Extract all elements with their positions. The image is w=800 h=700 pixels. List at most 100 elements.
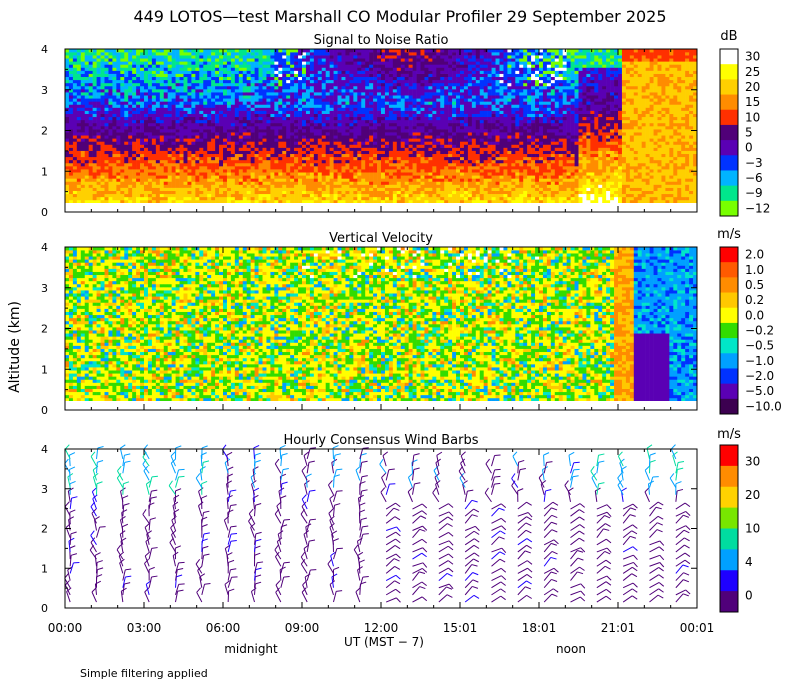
x-tick-label: 03:00 <box>127 621 162 635</box>
wind-barb <box>301 498 308 510</box>
wind-barb <box>385 538 396 546</box>
wind-barb <box>464 564 473 574</box>
wind-barb <box>438 511 450 517</box>
wind-barb <box>280 469 284 481</box>
wind-barb <box>306 569 311 581</box>
wind-barb <box>227 577 233 588</box>
wind-barb <box>438 586 447 596</box>
wind-barb <box>142 463 150 474</box>
wind-barb <box>543 514 553 524</box>
wind-barb <box>248 521 255 531</box>
wind-barb <box>329 584 334 596</box>
colorbar-swatch <box>720 528 738 550</box>
filtering-note: Simple filtering applied <box>80 667 208 680</box>
wind-barb <box>276 505 282 517</box>
wind-barb <box>568 455 571 467</box>
wind-barb <box>412 571 420 581</box>
wind-barb <box>91 491 97 503</box>
wind-barb <box>412 538 423 546</box>
wind-barb <box>412 503 423 510</box>
wind-barb <box>512 456 519 467</box>
colorbar-swatch <box>720 353 738 369</box>
wind-barb <box>144 563 150 574</box>
wind-barb <box>121 512 124 524</box>
wind-barb <box>385 588 396 596</box>
wind-barb <box>649 546 660 553</box>
wind-barb <box>491 469 496 481</box>
wind-barb <box>596 511 608 517</box>
wind-barb <box>622 561 634 567</box>
colorbar-swatch <box>720 247 738 263</box>
midnight-label: midnight <box>224 642 278 656</box>
wind-barb <box>407 491 413 503</box>
wind-barb <box>254 505 256 517</box>
wind-barb <box>596 595 607 603</box>
wind-barb <box>517 567 528 574</box>
wind-barb <box>196 592 203 603</box>
wind-barb <box>333 491 338 503</box>
wind-barb <box>675 502 686 510</box>
wind-barb <box>622 595 633 603</box>
wind-barb <box>491 476 495 488</box>
wind-barb <box>543 551 553 560</box>
wind-barb <box>199 469 203 481</box>
colorbar-swatch <box>720 94 738 111</box>
wind-barb <box>491 483 495 495</box>
colorbar-label: 0.0 <box>745 308 764 322</box>
colorbar-label: −6 <box>745 171 763 185</box>
wind-barb <box>199 576 203 588</box>
wind-barb <box>254 569 257 581</box>
vertical-velocity-panel: 0 1 2 3 4 Vertical Velocity 2.01.00.50.20.0 −0.… <box>41 227 782 417</box>
wind-barb <box>491 567 502 574</box>
wind-barb <box>69 562 74 574</box>
wind-barb <box>543 529 553 538</box>
colorbar-swatch <box>720 445 738 467</box>
wind-barb <box>567 490 571 502</box>
wind-barb <box>649 540 660 546</box>
colorbar-swatch <box>720 200 738 217</box>
wind-barb <box>148 498 152 510</box>
wind-barb <box>570 583 581 589</box>
colorbar-unit: m/s <box>717 427 741 442</box>
wind-barb <box>543 593 553 603</box>
y-tick-label: 0 <box>41 404 48 417</box>
wind-barb <box>92 469 97 481</box>
wind-barb <box>675 490 678 502</box>
wind-barb <box>223 519 229 531</box>
wind-barb <box>491 575 502 582</box>
wind-barb <box>649 515 659 524</box>
wind-barb <box>543 543 552 553</box>
wind-barb <box>89 549 97 560</box>
colorbar-unit: dB <box>720 29 737 44</box>
wind-barb <box>357 555 361 567</box>
colorbar-swatch <box>720 170 738 187</box>
wind-barb <box>385 553 397 560</box>
wind-barb <box>570 550 578 560</box>
wind-barb <box>464 552 475 560</box>
wind-barb <box>570 537 580 546</box>
y-tick-label: 2 <box>41 125 48 138</box>
colorbar-label: 0 <box>745 141 753 155</box>
wind-barb <box>675 525 686 531</box>
wind-barb <box>331 533 334 545</box>
wind-barb <box>385 545 396 553</box>
wind-barb <box>251 483 255 495</box>
y-tick-label: 4 <box>41 443 48 456</box>
wind-barb <box>175 569 178 581</box>
wind-barb <box>622 536 631 546</box>
colorbar-swatch <box>720 64 738 80</box>
wind-barb <box>385 484 390 495</box>
figure-title: 449 LOTOS—test Marshall CO Modular Profi… <box>133 7 666 26</box>
wind-barb <box>543 521 552 531</box>
wind-barb <box>675 564 684 574</box>
x-tick-label: 15:01 <box>443 621 478 635</box>
wind-barb <box>464 490 468 502</box>
wind-barb <box>491 525 502 531</box>
wind-barb <box>570 509 580 517</box>
wind-barb <box>596 547 608 553</box>
wind-barb <box>96 562 98 574</box>
wind-barb <box>412 483 415 495</box>
wind-barb <box>120 519 124 531</box>
wind-barb <box>90 542 97 553</box>
wind-barb <box>570 547 581 553</box>
